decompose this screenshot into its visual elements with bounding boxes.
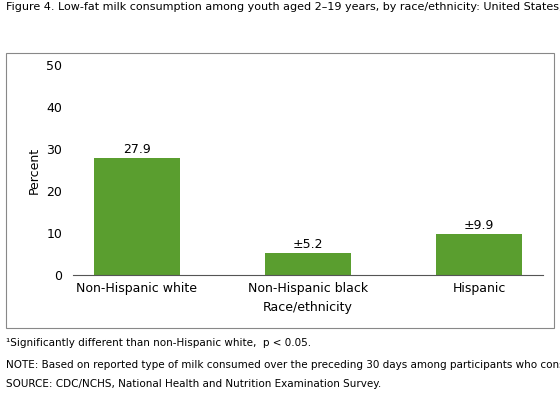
Text: ±5.2: ±5.2: [293, 239, 323, 252]
Bar: [94, 158, 180, 275]
Bar: [436, 234, 522, 275]
Y-axis label: Percent: Percent: [28, 147, 41, 194]
Text: Figure 4. Low-fat milk consumption among youth aged 2–19 years, by race/ethnicit: Figure 4. Low-fat milk consumption among…: [6, 2, 560, 12]
Text: ±9.9: ±9.9: [464, 219, 494, 232]
Text: ¹Significantly different than non-Hispanic white,  p < 0.05.: ¹Significantly different than non-Hispan…: [6, 338, 311, 348]
X-axis label: Race/ethnicity: Race/ethnicity: [263, 301, 353, 314]
Text: NOTE: Based on reported type of milk consumed over the preceding 30 days among p: NOTE: Based on reported type of milk con…: [6, 360, 560, 371]
Bar: [265, 254, 351, 275]
Text: 27.9: 27.9: [123, 143, 151, 156]
Text: SOURCE: CDC/NCHS, National Health and Nutrition Examination Survey.: SOURCE: CDC/NCHS, National Health and Nu…: [6, 379, 381, 389]
